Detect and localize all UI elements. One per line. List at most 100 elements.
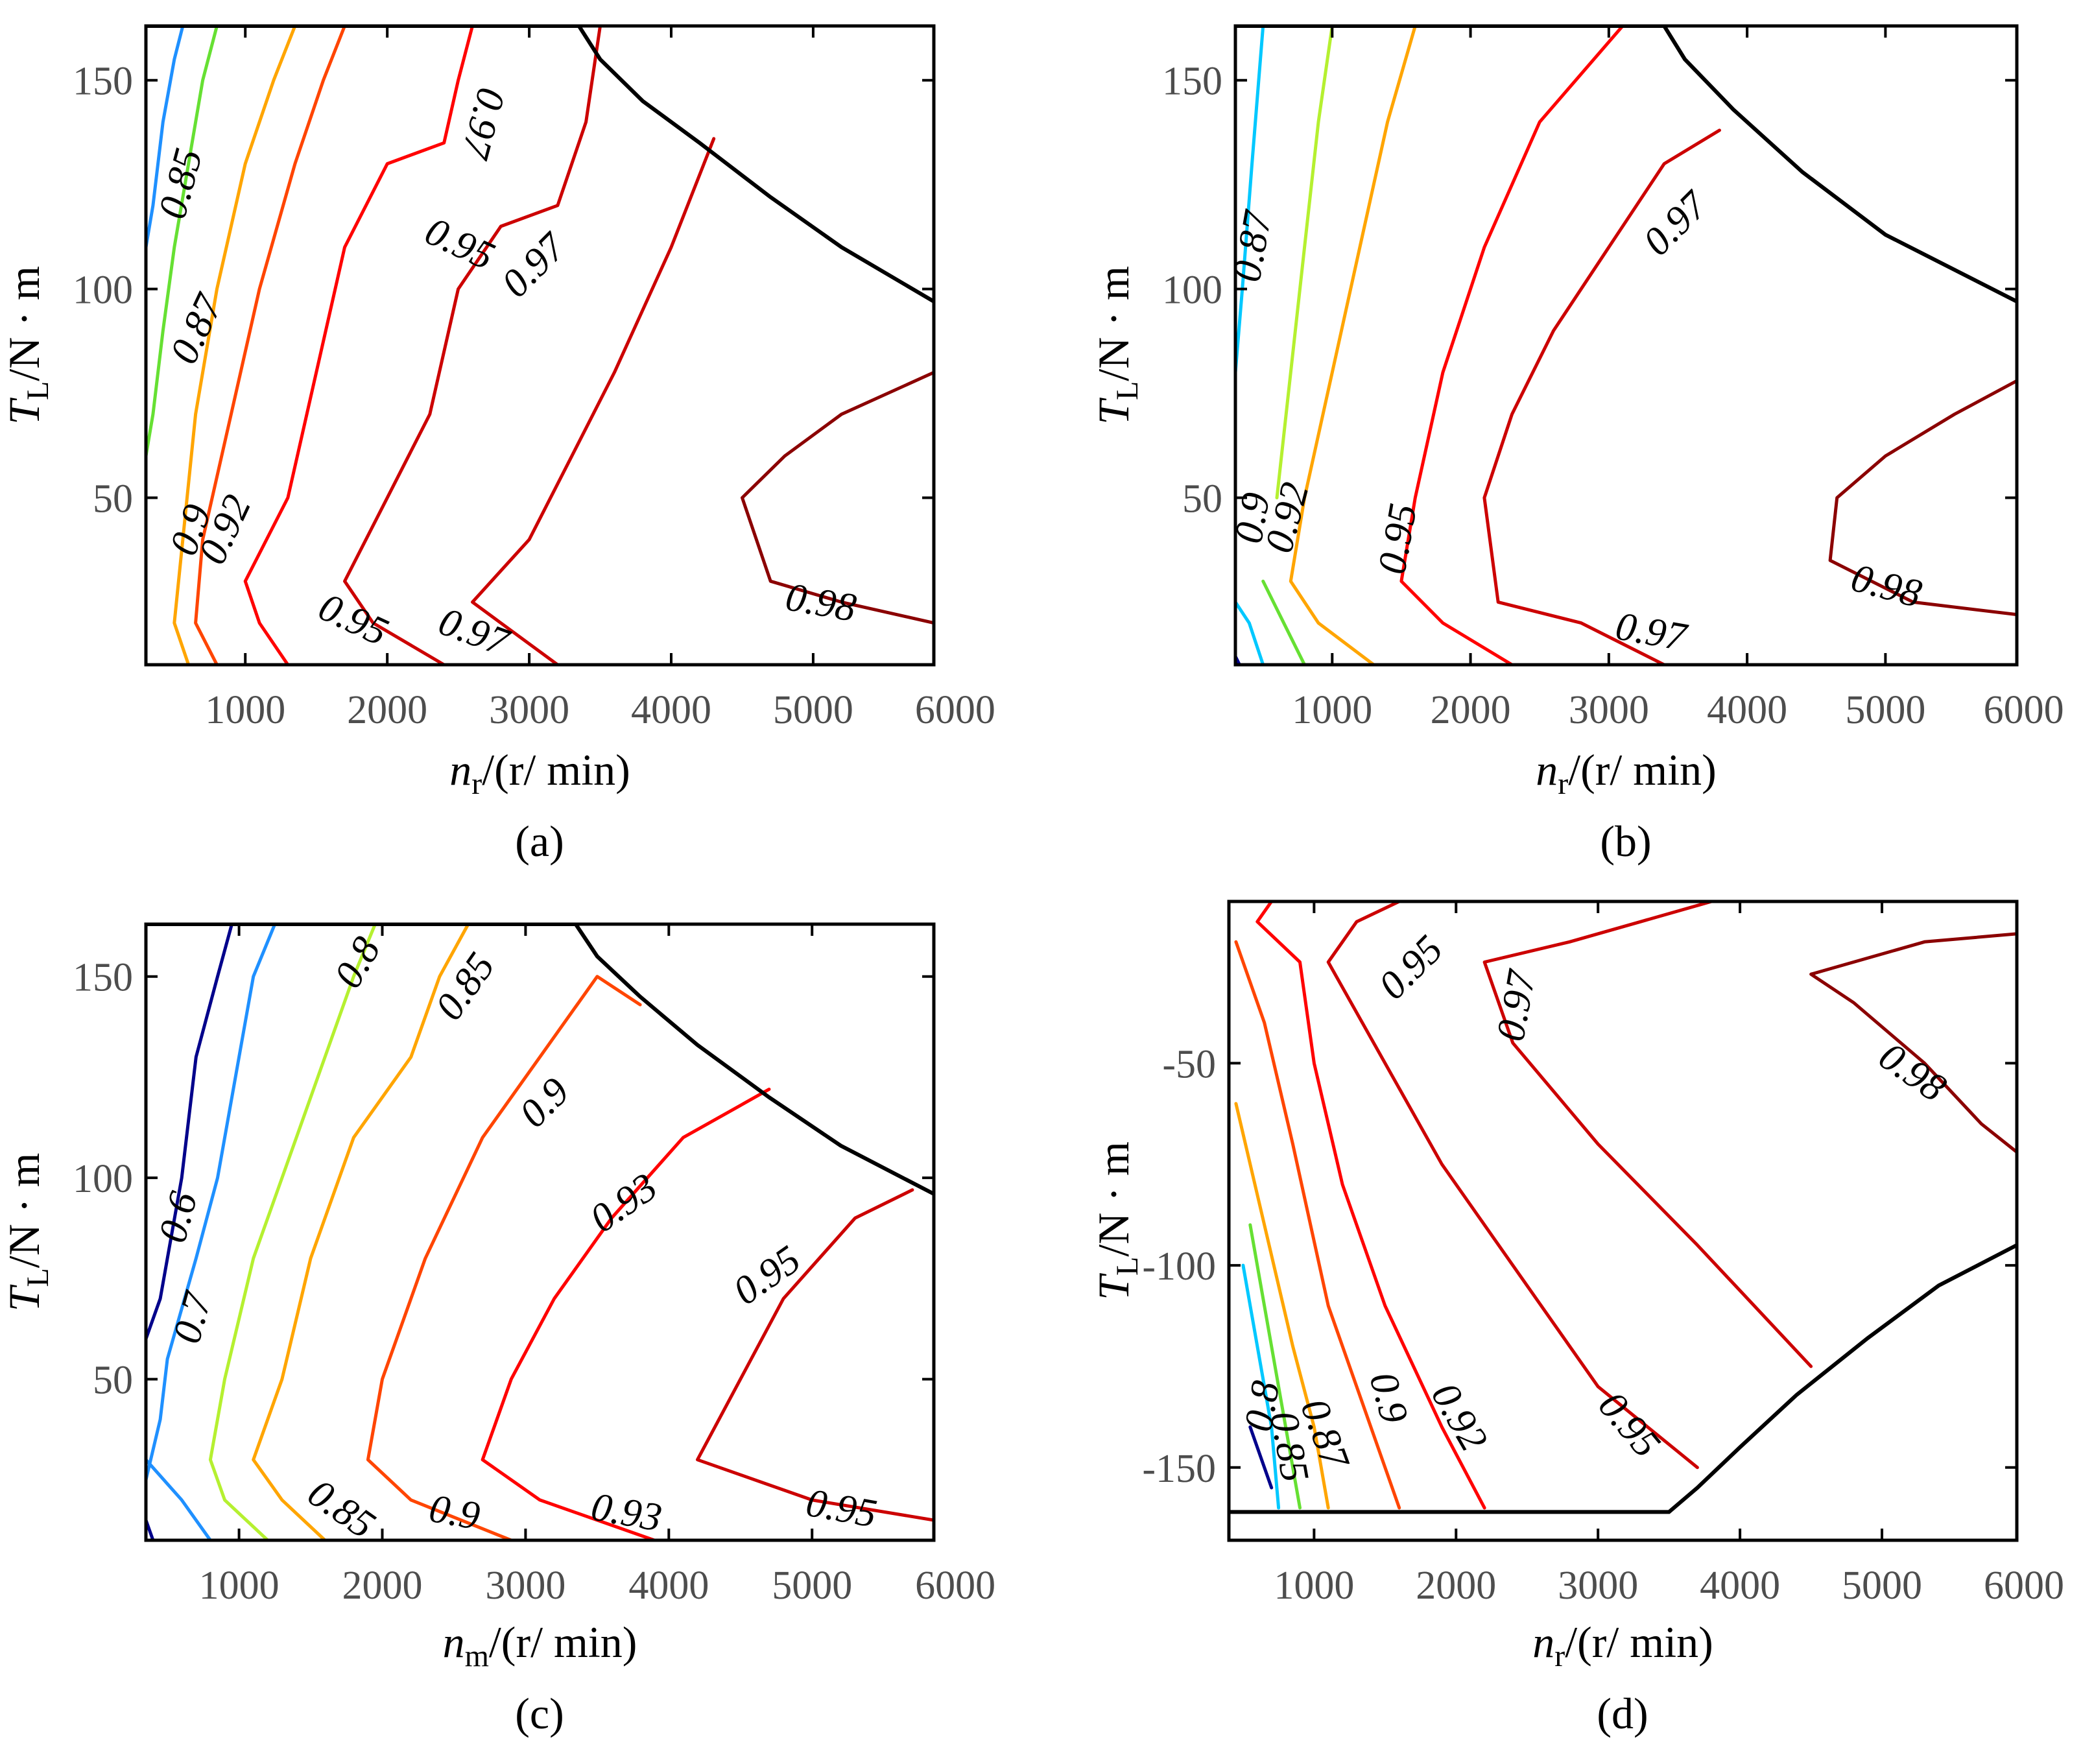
contour-label: 0.95 (1370, 927, 1451, 1008)
contour-label: 0.9 (426, 1486, 483, 1538)
y-tick-label: 150 (73, 956, 133, 1000)
contour-label: 0.6 (150, 1187, 206, 1247)
contour-label: 0.95 (726, 1237, 809, 1314)
contour-label: 0.97 (1635, 182, 1717, 264)
contour-label: 0.9 (511, 1069, 578, 1136)
y-tick-label: 100 (1162, 268, 1222, 313)
contour-0-92 (243, 26, 474, 665)
contour-lines (1234, 901, 2017, 1510)
x-tick-label: 1000 (1292, 688, 1372, 732)
y-tick-label: -100 (1142, 1245, 1216, 1289)
contour-0-95 (696, 1188, 934, 1522)
contour-label: 0.97 (433, 599, 516, 665)
contour-0-9 (1261, 579, 1307, 665)
panel-c: 0.60.70.8 0.850.850.90.90.930.930.950.951… (0, 922, 995, 1738)
panel-caption: (b) (1600, 816, 1651, 866)
contour-0-85 (252, 924, 470, 1540)
x-tick-label: 1000 (205, 688, 285, 732)
contour-label: 0.95 (419, 209, 501, 278)
contour-label: 0.8 (326, 930, 390, 995)
contour-lines (146, 924, 934, 1540)
x-axis-label: nr/(r/ min) (449, 745, 630, 801)
contour-label: 0.97 (494, 224, 576, 306)
contour-0-98 (1809, 932, 2017, 1154)
x-tick-label: 2000 (347, 688, 427, 732)
contour-0-97 (1482, 128, 1721, 665)
x-tick-label: 2000 (1431, 688, 1511, 732)
contour-0-95 (1399, 26, 1624, 665)
x-tick-label: 5000 (772, 1564, 852, 1608)
contour-label: 0.98 (783, 575, 860, 630)
contour-0-87 (1234, 1102, 1330, 1510)
contour-label: 0.98 (1847, 556, 1926, 617)
envelope-boundary (1229, 1243, 2017, 1514)
x-tick-label: 6000 (915, 1564, 995, 1608)
contour-label: 0.95 (1370, 501, 1425, 578)
y-tick-label: 100 (73, 1157, 133, 1201)
plot-frame (1227, 900, 2019, 1542)
x-tick-label: 3000 (485, 1564, 565, 1608)
y-axis-label: TL/N · m (0, 266, 55, 425)
contour-label: 0.92 (1423, 1376, 1496, 1459)
plot-frame (144, 24, 936, 667)
x-tick-label: 4000 (628, 1564, 709, 1608)
contour-0-82 (1235, 26, 1265, 374)
y-tick-label: 150 (73, 60, 133, 104)
contour-0-87 (1275, 26, 1334, 499)
x-axis-label: nm/(r/ min) (443, 1617, 637, 1673)
panel-caption: (a) (515, 816, 564, 866)
contour-label: 0.97 (1488, 966, 1544, 1045)
x-axis-label: nr/(r/ min) (1532, 1617, 1713, 1673)
y-tick-label: 150 (1162, 60, 1222, 104)
x-tick-label: 4000 (1700, 1564, 1780, 1608)
y-axis-label: TL/N · m (1089, 266, 1145, 425)
contour-label: 0.98 (1871, 1034, 1954, 1110)
contour-0-9 (194, 26, 346, 665)
panel-caption: (c) (515, 1689, 564, 1738)
x-tick-label: 2000 (1416, 1564, 1496, 1608)
y-tick-label: 50 (93, 477, 133, 521)
contour-0-85 (1235, 600, 1265, 665)
y-tick-label: -150 (1142, 1447, 1216, 1491)
contour-label: 0.97 (1612, 604, 1691, 660)
contour-0-8 (1248, 1425, 1274, 1490)
y-axis-label: TL/N · m (0, 1153, 55, 1312)
x-tick-label: 1000 (199, 1564, 280, 1608)
contour-label: 0.97 (452, 83, 514, 164)
envelope-boundary (146, 26, 934, 304)
contour-label: 0.93 (588, 1484, 665, 1540)
contour-lines (1235, 26, 2017, 665)
contour-0-9 (1234, 940, 1401, 1510)
contour-0-8 (146, 26, 185, 249)
contour-0-93 (481, 1088, 771, 1540)
panel-caption: (d) (1597, 1689, 1648, 1738)
contour-label: 0.95 (1589, 1383, 1669, 1466)
contour-0-82 (1241, 1263, 1281, 1510)
contour-0-97 (471, 137, 716, 665)
x-tick-label: 5000 (1845, 688, 1925, 732)
contour-0-95 (1326, 901, 1699, 1470)
contour-0-9 (366, 975, 642, 1540)
x-tick-label: 6000 (915, 688, 995, 732)
contour-0-6 (146, 924, 233, 1341)
x-tick-label: 1000 (1274, 1564, 1354, 1608)
x-tick-label: 3000 (489, 688, 569, 732)
x-tick-label: 5000 (1842, 1564, 1922, 1608)
contour-label: 0.95 (312, 585, 394, 654)
contour-label: 0.85 (427, 945, 503, 1028)
x-tick-label: 6000 (1984, 688, 2064, 732)
x-tick-label: 5000 (773, 688, 853, 732)
contour-label: 0.95 (803, 1481, 880, 1536)
contour-0-98 (1828, 379, 2017, 617)
plot-frame (1233, 24, 2019, 667)
envelope-boundary (1235, 26, 2017, 304)
panel-a: 0.850.870.90.920.950.950.970.970.970.981… (0, 24, 995, 866)
contour-0-98 (741, 370, 934, 625)
y-tick-label: 50 (1182, 477, 1222, 521)
envelope-boundary (146, 924, 934, 1196)
contour-label: 0.8 (1236, 1377, 1288, 1435)
contour-label: 0.87 (161, 286, 232, 370)
contour-0-85 (146, 26, 219, 458)
